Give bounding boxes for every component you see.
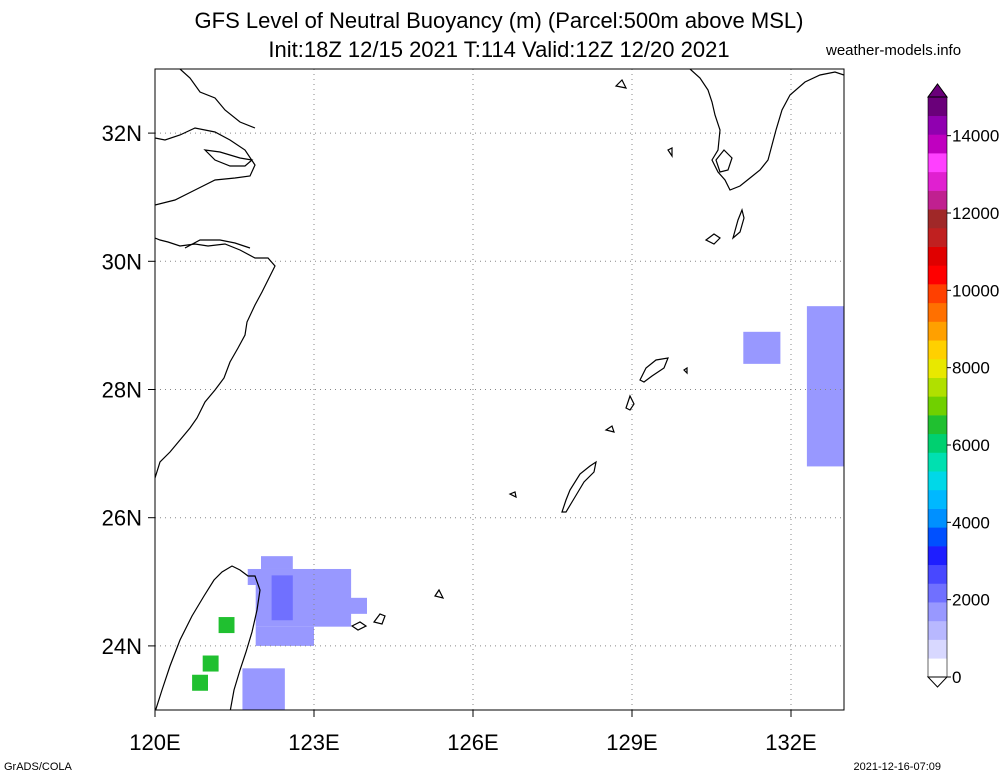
colorbar-label: 12000: [952, 204, 999, 223]
colorbar-segment: [928, 658, 947, 678]
okinawa-island: [561, 460, 597, 513]
small-island-c: [604, 425, 615, 433]
colorbar-segment: [928, 358, 947, 378]
x-tick-label: 123E: [288, 730, 339, 755]
colorbar-segment: [928, 134, 947, 154]
buoyancy-field-layer: [192, 306, 844, 710]
x-tick-label: 129E: [606, 730, 657, 755]
footer-timestamp: 2021-12-16-07:09: [853, 761, 941, 773]
taiwan-coastline: [155, 565, 261, 710]
colorbar-segment: [928, 433, 947, 453]
site-label: weather-models.info: [826, 42, 962, 59]
colorbar-segment: [928, 583, 947, 603]
colorbar-segment: [928, 508, 947, 528]
colorbar-segment: [928, 489, 947, 509]
field-cell-10: [202, 655, 219, 672]
y-tick-label: 26N: [102, 506, 142, 531]
colorbar-segment: [928, 564, 947, 584]
colorbar-segment: [928, 527, 947, 547]
y-tick-label: 24N: [102, 634, 142, 659]
yaeyama-island: [350, 621, 368, 631]
colorbar-segment: [928, 602, 947, 622]
colorbar-segment: [928, 546, 947, 566]
chart-subtitle: Init:18Z 12/15 2021 T:114 Valid:12Z 12/2…: [268, 37, 730, 62]
y-tick-label: 30N: [102, 249, 142, 274]
colorbar-label: 4000: [952, 513, 990, 532]
colorbar-max-arrow: [927, 83, 948, 98]
colorbar-segment: [928, 115, 947, 135]
colorbar-segment: [928, 190, 947, 210]
colorbar-segment: [928, 171, 947, 191]
colorbar: 0 2000 4000 6000 8000 10000 12000 14000: [926, 83, 999, 688]
colorbar-segment: [928, 639, 947, 659]
colorbar-segment: [928, 209, 947, 229]
yakushima: [704, 233, 721, 245]
tokunoshima-island: [625, 394, 635, 411]
north-coast: [179, 69, 256, 129]
colorbar-min-arrow: [926, 676, 949, 688]
colorbar-segment: [928, 415, 947, 435]
small-island-b: [508, 491, 517, 499]
x-tick-label: 132E: [765, 730, 816, 755]
field-cell-4: [255, 626, 314, 646]
colorbar-label: 0: [952, 668, 961, 687]
field-cell-6: [242, 668, 285, 710]
chart-title: GFS Level of Neutral Buoyancy (m) (Parce…: [194, 8, 804, 33]
small-island-a: [434, 588, 445, 599]
colorbar-label: 8000: [952, 359, 990, 378]
china-coastline: [155, 237, 276, 479]
footer-credit: GrADS/COLA: [4, 761, 72, 773]
colorbar-segment: [928, 265, 947, 285]
colorbar-segment: [928, 340, 947, 360]
field-cell-5: [271, 575, 293, 621]
colorbar-frame: [927, 96, 948, 678]
x-tick-label: 120E: [129, 730, 180, 755]
kyushu-coastline: [689, 69, 844, 191]
axes-layer: 120E 123E 126E 129E 132E 24N 26N 28N 30N 32N: [102, 121, 817, 755]
field-cell-3: [314, 597, 367, 614]
amami-island: [639, 357, 669, 383]
miyako-island: [372, 613, 386, 625]
colorbar-segment: [928, 452, 947, 472]
y-tick-label: 32N: [102, 121, 142, 146]
field-cell-11: [192, 674, 208, 691]
colorbar-segment: [928, 396, 947, 416]
field-cell-1: [247, 568, 352, 586]
hangzhou-bay: [184, 239, 251, 249]
field-cell-9: [218, 617, 235, 634]
colorbar-segment: [928, 227, 947, 247]
colorbar-segment: [928, 321, 947, 341]
field-cell-7: [743, 331, 781, 364]
colorbar-label: 14000: [952, 127, 999, 146]
tanegashima: [731, 208, 745, 240]
colorbar-segment: [928, 97, 947, 117]
yangtze-estuary: [155, 127, 256, 206]
y-tick-label: 28N: [102, 378, 142, 403]
colorbar-segment: [928, 153, 947, 173]
field-cell-0: [261, 556, 293, 569]
colorbar-segment: [928, 620, 947, 640]
small-island-e: [614, 78, 628, 89]
small-island-d: [683, 366, 688, 375]
colorbar-segment: [928, 377, 947, 397]
field-cell-8: [806, 306, 844, 467]
coastline-layer: [155, 69, 844, 710]
kyushu-bay: [715, 149, 733, 173]
colorbar-segment: [928, 471, 947, 491]
goto-island: [667, 147, 673, 158]
colorbar-label: 10000: [952, 281, 999, 300]
x-tick-label: 126E: [447, 730, 498, 755]
colorbar-segment: [928, 284, 947, 304]
colorbar-segment: [928, 302, 947, 322]
colorbar-label: 2000: [952, 591, 990, 610]
grid-lines: [155, 69, 844, 710]
yangtze-inner: [203, 149, 254, 167]
colorbar-segment: [928, 246, 947, 266]
colorbar-label: 6000: [952, 436, 990, 455]
